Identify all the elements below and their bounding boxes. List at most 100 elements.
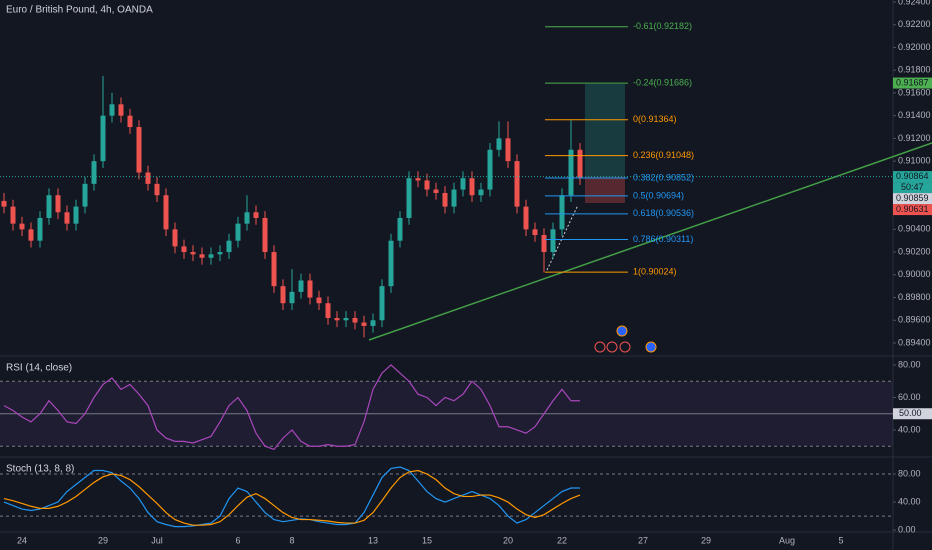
y-tick-label: 0.90200 bbox=[898, 246, 931, 256]
price-badge bbox=[893, 193, 932, 205]
candle-body bbox=[460, 178, 466, 190]
candle-body bbox=[541, 235, 547, 253]
candle-body bbox=[136, 127, 142, 173]
fib-label: 0.786(0.90311) bbox=[633, 234, 693, 244]
candle-body bbox=[190, 252, 196, 255]
candle-body bbox=[55, 195, 61, 213]
y-tick-label: 0.90400 bbox=[898, 224, 931, 234]
candle-body bbox=[415, 178, 421, 181]
candle-body bbox=[244, 212, 250, 224]
y-tick-label: 0.90000 bbox=[898, 269, 931, 279]
y-tick-label: 0.91600 bbox=[898, 87, 931, 97]
candle-body bbox=[226, 240, 232, 253]
x-tick-label: 5 bbox=[838, 535, 843, 545]
indicator-line bbox=[3, 469, 581, 526]
candle-body bbox=[19, 223, 25, 230]
y-tick-label: 40.00 bbox=[898, 496, 921, 506]
candle-body bbox=[82, 183, 88, 207]
price-badge-label: 0.90859 bbox=[896, 193, 929, 203]
candle-body bbox=[73, 206, 79, 224]
x-tick-label: 29 bbox=[701, 535, 711, 545]
candle-body bbox=[559, 195, 565, 230]
countdown-label: 50:47 bbox=[901, 182, 924, 192]
candle-body bbox=[46, 195, 52, 218]
candle-body bbox=[406, 178, 412, 218]
candle-body bbox=[361, 322, 367, 326]
price-badge bbox=[893, 204, 932, 216]
candle-body bbox=[10, 206, 16, 224]
x-tick-label: 8 bbox=[289, 535, 294, 545]
candle-body bbox=[280, 286, 286, 304]
candle-body bbox=[100, 115, 106, 162]
x-tick-label: 6 bbox=[235, 535, 240, 545]
trend-line bbox=[368, 142, 932, 341]
value-badge-label: 50.00 bbox=[899, 408, 922, 418]
indicator-line bbox=[3, 364, 580, 451]
event-icon bbox=[619, 341, 631, 353]
event-icon bbox=[606, 341, 618, 353]
candle-body bbox=[199, 254, 205, 258]
stoch-title: Stoch (13, 8, 8) bbox=[6, 464, 74, 475]
fib-label: 0.618(0.90536) bbox=[633, 208, 694, 218]
y-tick-label: 40.00 bbox=[898, 424, 921, 434]
fib-label: 0.5(0.90694) bbox=[633, 190, 684, 200]
x-tick-label: 22 bbox=[557, 535, 567, 545]
rsi-title: RSI (14, close) bbox=[6, 363, 72, 374]
fib-label: 0.382(0.90852) bbox=[633, 172, 694, 182]
x-tick-label: 15 bbox=[422, 535, 432, 545]
fib-trend bbox=[546, 204, 579, 271]
y-tick-label: 0.91400 bbox=[898, 110, 931, 120]
candle-body bbox=[469, 178, 475, 196]
price-badge bbox=[893, 77, 932, 89]
candle-body bbox=[298, 280, 304, 292]
value-badge bbox=[893, 408, 932, 420]
candle-body bbox=[118, 104, 124, 116]
long-position-stop bbox=[585, 177, 625, 203]
candle-body bbox=[217, 252, 223, 255]
candle-body bbox=[496, 138, 502, 150]
candle-body bbox=[505, 138, 511, 162]
candle-body bbox=[271, 252, 277, 287]
candle-body bbox=[514, 161, 520, 207]
candle-body bbox=[442, 192, 448, 207]
y-tick-label: 60.00 bbox=[898, 392, 921, 402]
candle-body bbox=[316, 297, 322, 304]
y-tick-label: 0.92200 bbox=[898, 19, 931, 29]
candle-body bbox=[487, 149, 493, 190]
fib-label: -0.61(0.92182) bbox=[633, 21, 692, 31]
y-tick-label: 0.00 bbox=[898, 524, 916, 534]
candle-body bbox=[388, 240, 394, 287]
symbol-title: Euro / British Pound, 4h, OANDA bbox=[6, 5, 153, 16]
candle-body bbox=[568, 149, 574, 196]
y-tick-label: 0.89800 bbox=[898, 292, 931, 302]
candle-body bbox=[379, 286, 385, 321]
candle-body bbox=[289, 291, 295, 304]
candle-body bbox=[208, 254, 214, 258]
candle-body bbox=[523, 206, 529, 230]
candle-body bbox=[64, 212, 70, 224]
candle-body bbox=[127, 115, 133, 128]
price-badge-label: 0.90864 bbox=[896, 171, 929, 181]
price-badge bbox=[893, 171, 932, 183]
x-tick-label: 29 bbox=[98, 535, 108, 545]
candle-body bbox=[370, 320, 376, 326]
candle-body bbox=[172, 229, 178, 247]
x-tick-label: 24 bbox=[17, 535, 27, 545]
price-badge-label: 0.91687 bbox=[896, 77, 929, 87]
candle-body bbox=[145, 172, 151, 184]
indicator-line bbox=[3, 466, 580, 528]
candle-body bbox=[424, 180, 430, 190]
candle-body bbox=[451, 189, 457, 207]
event-icon bbox=[594, 341, 606, 353]
y-tick-label: 0.92000 bbox=[898, 42, 931, 52]
y-tick-label: 0.89400 bbox=[898, 337, 931, 347]
candle-body bbox=[343, 317, 349, 321]
candle-body bbox=[253, 212, 259, 218]
x-tick-label: Jul bbox=[151, 535, 163, 545]
y-tick-label: 80.00 bbox=[898, 359, 921, 369]
y-tick-label: 80.00 bbox=[898, 468, 921, 478]
y-tick-label: 0.91200 bbox=[898, 133, 931, 143]
candle-body bbox=[235, 223, 241, 241]
